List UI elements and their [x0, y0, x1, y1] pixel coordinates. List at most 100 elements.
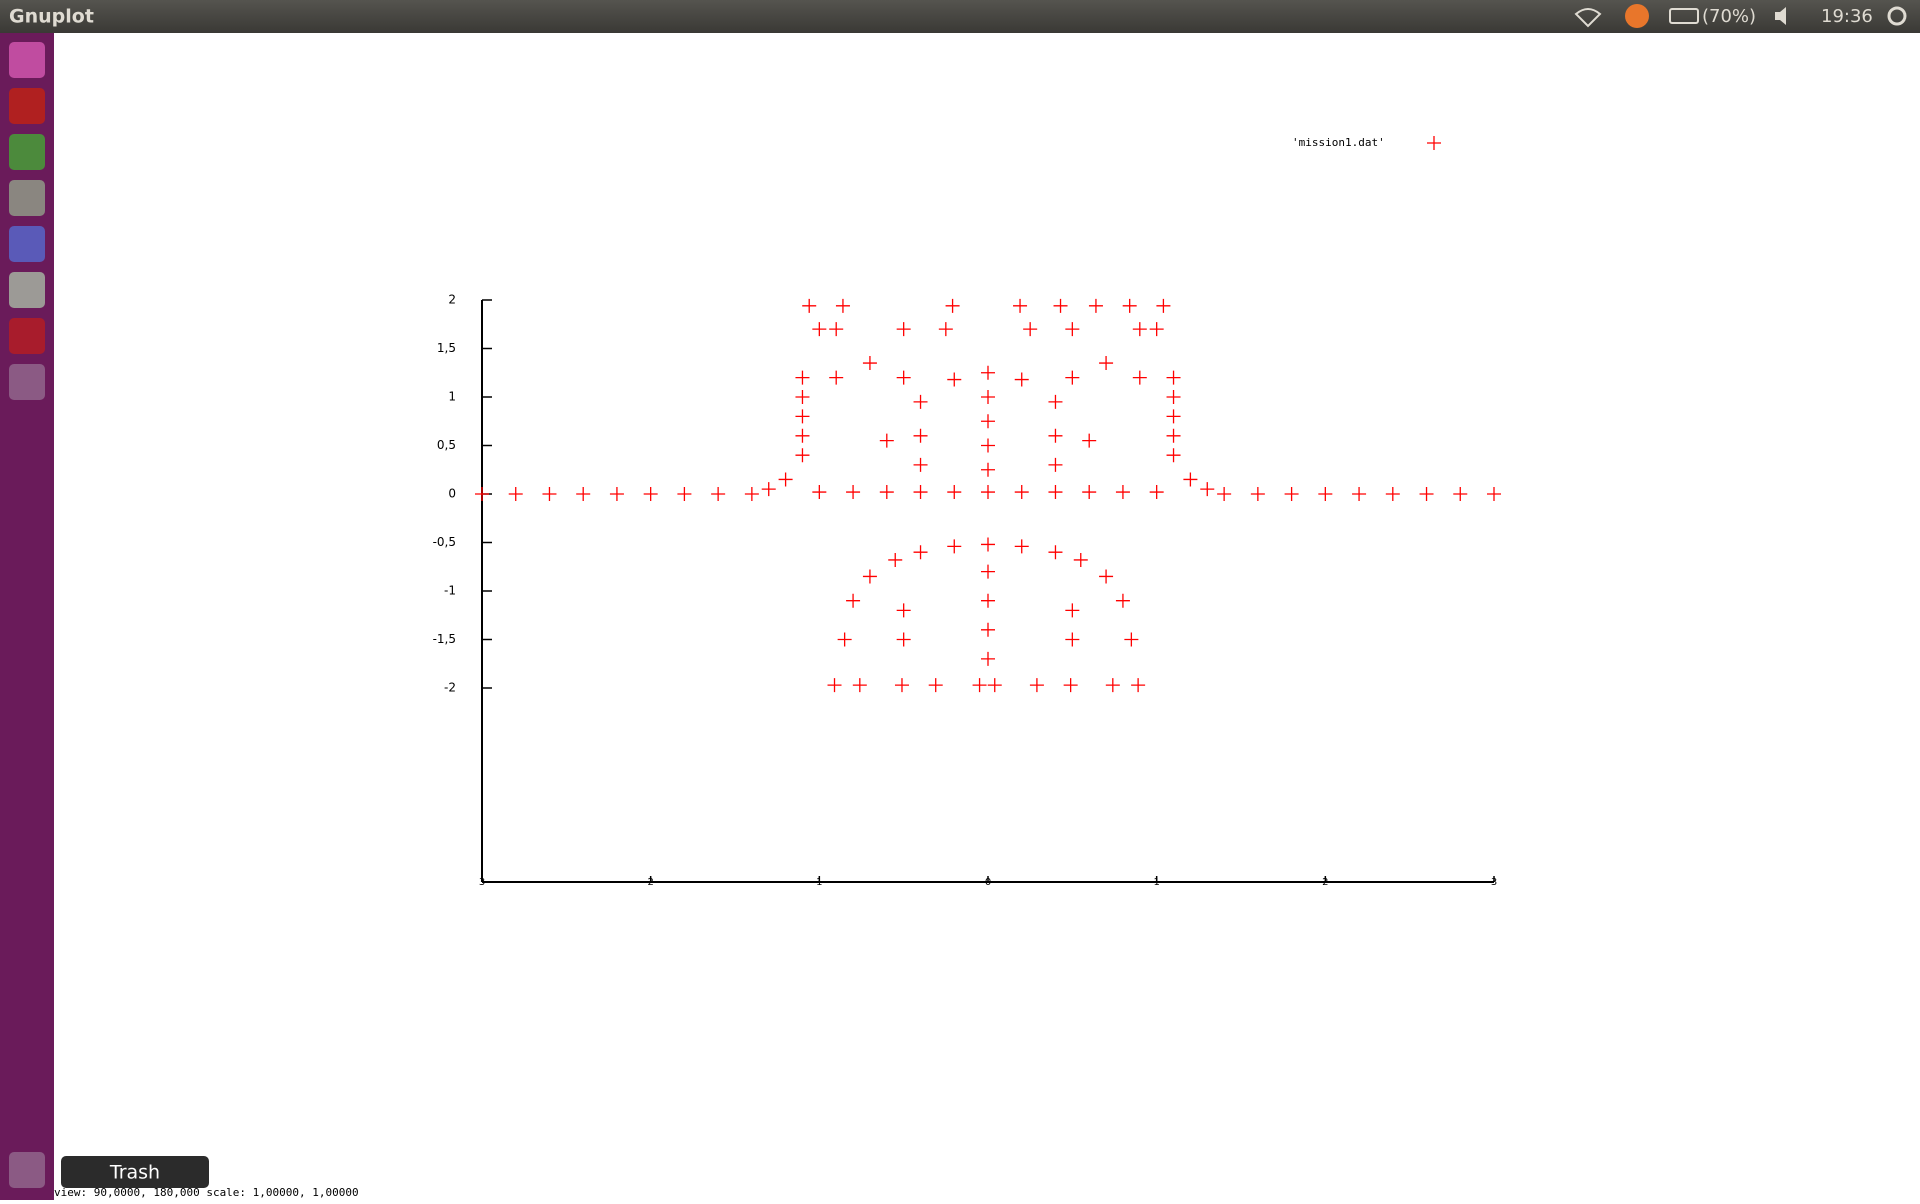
point	[1014, 539, 1029, 554]
point	[894, 678, 909, 693]
point	[761, 482, 776, 497]
point	[829, 322, 844, 337]
point	[1124, 632, 1139, 647]
point	[508, 487, 523, 501]
point	[643, 487, 658, 501]
point	[888, 552, 903, 567]
point	[981, 485, 995, 500]
point	[1115, 593, 1130, 608]
point	[1063, 678, 1078, 693]
point	[827, 678, 842, 693]
point	[1318, 487, 1333, 501]
point	[1183, 472, 1198, 487]
point	[981, 537, 995, 552]
point	[778, 472, 793, 487]
point	[1048, 428, 1063, 443]
point	[1122, 298, 1137, 313]
battery-icon[interactable]	[1669, 8, 1699, 24]
point	[1023, 322, 1038, 337]
input-method-icon[interactable]	[1625, 4, 1649, 28]
tooltip	[61, 1156, 209, 1188]
y-tick-label: 1	[448, 390, 456, 404]
gnuplot-icon[interactable]	[9, 272, 45, 308]
y-tick-label: -0,5	[433, 535, 456, 549]
files-icon[interactable]	[9, 180, 45, 216]
point	[981, 651, 995, 666]
point	[862, 569, 877, 584]
point	[1048, 485, 1063, 500]
point	[913, 394, 928, 409]
point	[981, 438, 995, 453]
point	[1082, 433, 1097, 448]
browser-icon[interactable]	[9, 134, 45, 170]
point	[879, 485, 894, 500]
point	[981, 390, 995, 404]
point	[1166, 390, 1181, 404]
point	[879, 433, 894, 448]
point	[1166, 409, 1181, 424]
settings-icon[interactable]	[1887, 6, 1907, 26]
x-tick-label: 3	[1491, 877, 1497, 888]
point	[1284, 487, 1299, 501]
app-icon[interactable]	[9, 226, 45, 262]
point	[913, 428, 928, 443]
point	[1053, 298, 1068, 313]
point	[1131, 678, 1146, 693]
point	[913, 545, 928, 560]
point	[744, 487, 759, 501]
point	[862, 356, 877, 371]
point	[1082, 485, 1097, 500]
point	[981, 414, 995, 429]
point	[829, 370, 844, 385]
point	[576, 487, 591, 501]
sd-card-icon[interactable]	[9, 318, 45, 354]
point	[846, 485, 861, 500]
point	[1048, 545, 1063, 560]
point	[981, 462, 995, 477]
point	[795, 428, 810, 443]
point	[938, 322, 953, 337]
point	[1065, 632, 1080, 647]
point	[1099, 356, 1114, 371]
trash-icon[interactable]	[9, 1152, 45, 1188]
legend-label: 'mission1.dat'	[1292, 136, 1385, 149]
point	[1200, 482, 1215, 497]
point	[795, 370, 810, 385]
point	[1419, 487, 1434, 501]
point	[1156, 298, 1171, 313]
x-tick-label: 2	[1322, 877, 1328, 888]
point	[795, 390, 810, 404]
y-tick-label: -2	[444, 681, 456, 695]
point	[1487, 487, 1501, 501]
point	[846, 593, 861, 608]
battery-level[interactable]: (70%)	[1702, 6, 1756, 27]
point	[947, 485, 962, 500]
point	[981, 593, 995, 608]
x-tick-label: 2	[647, 877, 653, 888]
app-icon[interactable]	[9, 88, 45, 124]
point	[972, 678, 987, 693]
point	[1065, 603, 1080, 618]
point	[1115, 485, 1130, 500]
clock[interactable]: 19:36	[1821, 6, 1873, 27]
point	[711, 487, 726, 501]
point	[1149, 485, 1164, 500]
wifi-icon[interactable]	[1574, 8, 1602, 28]
point	[1166, 448, 1181, 463]
point	[1166, 428, 1181, 443]
point	[1048, 394, 1063, 409]
point	[1250, 487, 1265, 501]
dash-icon[interactable]	[9, 42, 45, 78]
point	[1099, 569, 1114, 584]
point	[896, 603, 911, 618]
point	[1132, 370, 1147, 385]
point	[981, 365, 995, 380]
point	[795, 409, 810, 424]
point	[981, 564, 995, 579]
y-tick-label: 0,5	[437, 438, 456, 452]
disc-icon[interactable]	[9, 364, 45, 400]
point	[1385, 487, 1400, 501]
point	[987, 678, 1002, 693]
volume-icon[interactable]	[1775, 7, 1786, 25]
